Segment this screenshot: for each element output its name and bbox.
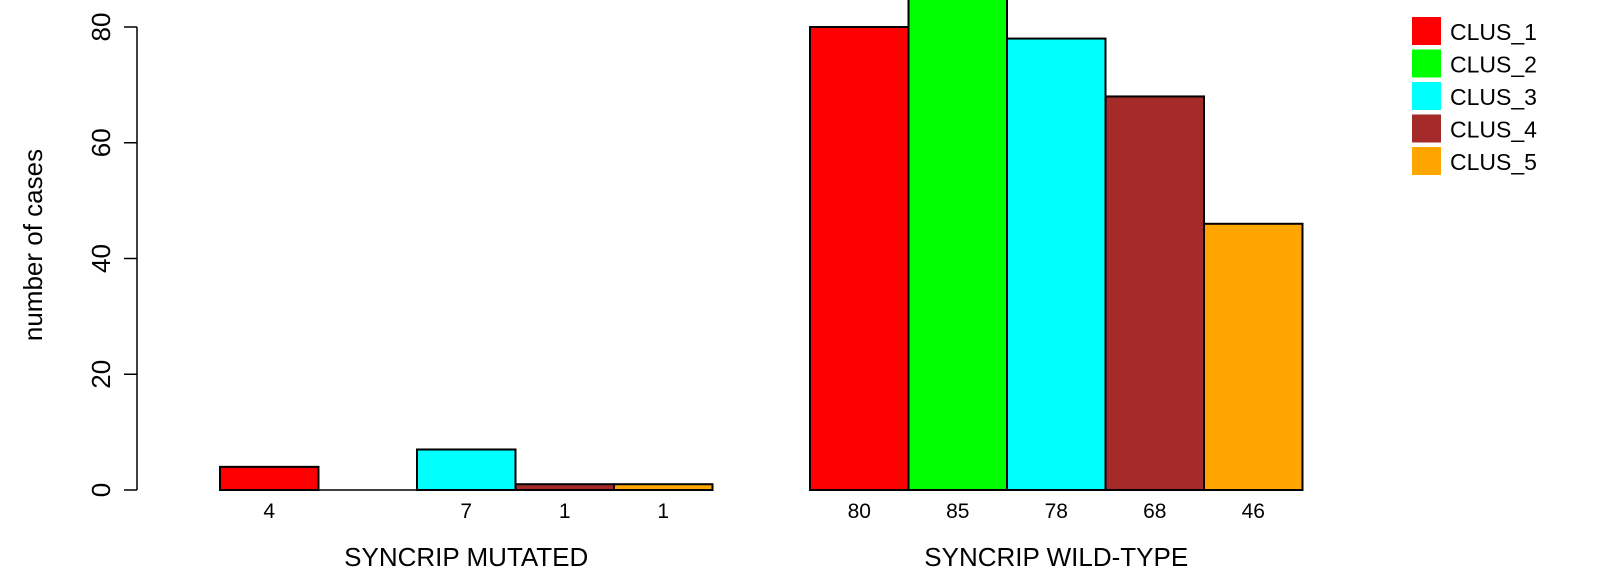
bar-value-label: 78 (1045, 500, 1068, 523)
y-axis-label: number of cases (18, 149, 48, 341)
legend-swatch (1412, 50, 1441, 78)
bar-value-label: 46 (1242, 500, 1265, 523)
legend-swatch (1412, 115, 1441, 143)
bar-value-label: 80 (848, 500, 871, 523)
legend: CLUS_1 CLUS_2 CLUS_3 CLUS_4 CLUS_5 (1412, 17, 1537, 175)
legend-label: CLUS_1 (1450, 19, 1537, 45)
bar (417, 449, 516, 490)
bar (220, 467, 319, 490)
bar (1007, 39, 1106, 490)
bar (909, 0, 1008, 490)
bar-value-label: 4 (263, 500, 275, 523)
y-tick-label: 20 (86, 360, 116, 389)
y-tick-label: 40 (86, 244, 116, 273)
bar-value-label: 1 (559, 500, 571, 523)
group-label: SYNCRIP WILD-TYPE (924, 542, 1188, 572)
bar-value-label: 68 (1143, 500, 1166, 523)
y-tick-label: 80 (86, 13, 116, 42)
group-label: SYNCRIP MUTATED (344, 542, 588, 572)
bar (810, 27, 909, 490)
y-tick-label: 60 (86, 128, 116, 157)
group-labels: SYNCRIP MUTATED SYNCRIP WILD-TYPE (344, 542, 1188, 572)
bar-value-label: 7 (460, 500, 472, 523)
legend-label: CLUS_5 (1450, 149, 1537, 175)
legend-swatch (1412, 147, 1441, 175)
y-tick-label: 0 (86, 483, 116, 497)
bar (516, 484, 615, 490)
y-axis: 0 20 40 60 80 (86, 13, 137, 498)
bar (1204, 224, 1303, 490)
legend-swatch (1412, 17, 1441, 45)
bar-value-labels: 4 7 1 1 80 85 78 68 46 (263, 500, 1265, 523)
bar (614, 484, 713, 490)
legend-label: CLUS_4 (1450, 117, 1537, 143)
bar (1106, 96, 1205, 490)
legend-swatch (1412, 82, 1441, 110)
legend-label: CLUS_2 (1450, 52, 1537, 78)
legend-label: CLUS_3 (1450, 84, 1537, 110)
bar-value-label: 1 (657, 500, 669, 523)
bars (220, 0, 1303, 490)
bar-value-label: 85 (946, 500, 969, 523)
